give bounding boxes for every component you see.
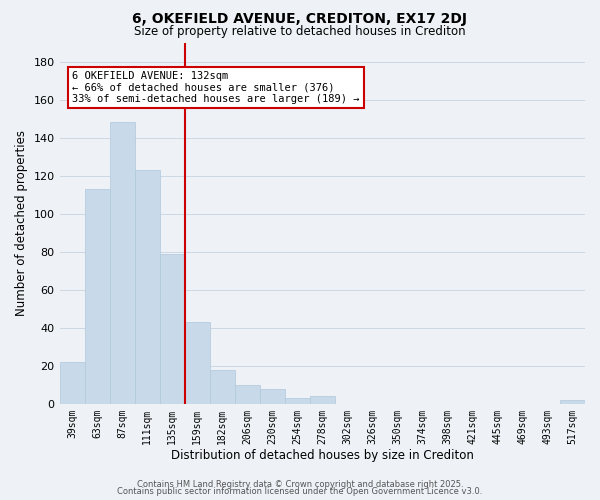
Text: Size of property relative to detached houses in Crediton: Size of property relative to detached ho… (134, 25, 466, 38)
Bar (235, 385, 260, 404)
Bar (260, 388, 285, 404)
Bar (209, 370, 235, 404)
Bar (134, 170, 160, 404)
Bar (85, 189, 110, 404)
Text: 6, OKEFIELD AVENUE, CREDITON, EX17 2DJ: 6, OKEFIELD AVENUE, CREDITON, EX17 2DJ (133, 12, 467, 26)
Y-axis label: Number of detached properties: Number of detached properties (15, 130, 28, 316)
Bar (310, 396, 335, 404)
Bar (285, 398, 310, 404)
Bar (110, 122, 134, 404)
Bar (185, 322, 209, 404)
Text: Contains HM Land Registry data © Crown copyright and database right 2025.: Contains HM Land Registry data © Crown c… (137, 480, 463, 489)
Text: Contains public sector information licensed under the Open Government Licence v3: Contains public sector information licen… (118, 487, 482, 496)
Bar (560, 400, 585, 404)
X-axis label: Distribution of detached houses by size in Crediton: Distribution of detached houses by size … (171, 450, 474, 462)
Bar (160, 254, 185, 404)
Bar (59, 362, 85, 404)
Text: 6 OKEFIELD AVENUE: 132sqm
← 66% of detached houses are smaller (376)
33% of semi: 6 OKEFIELD AVENUE: 132sqm ← 66% of detac… (72, 71, 359, 104)
